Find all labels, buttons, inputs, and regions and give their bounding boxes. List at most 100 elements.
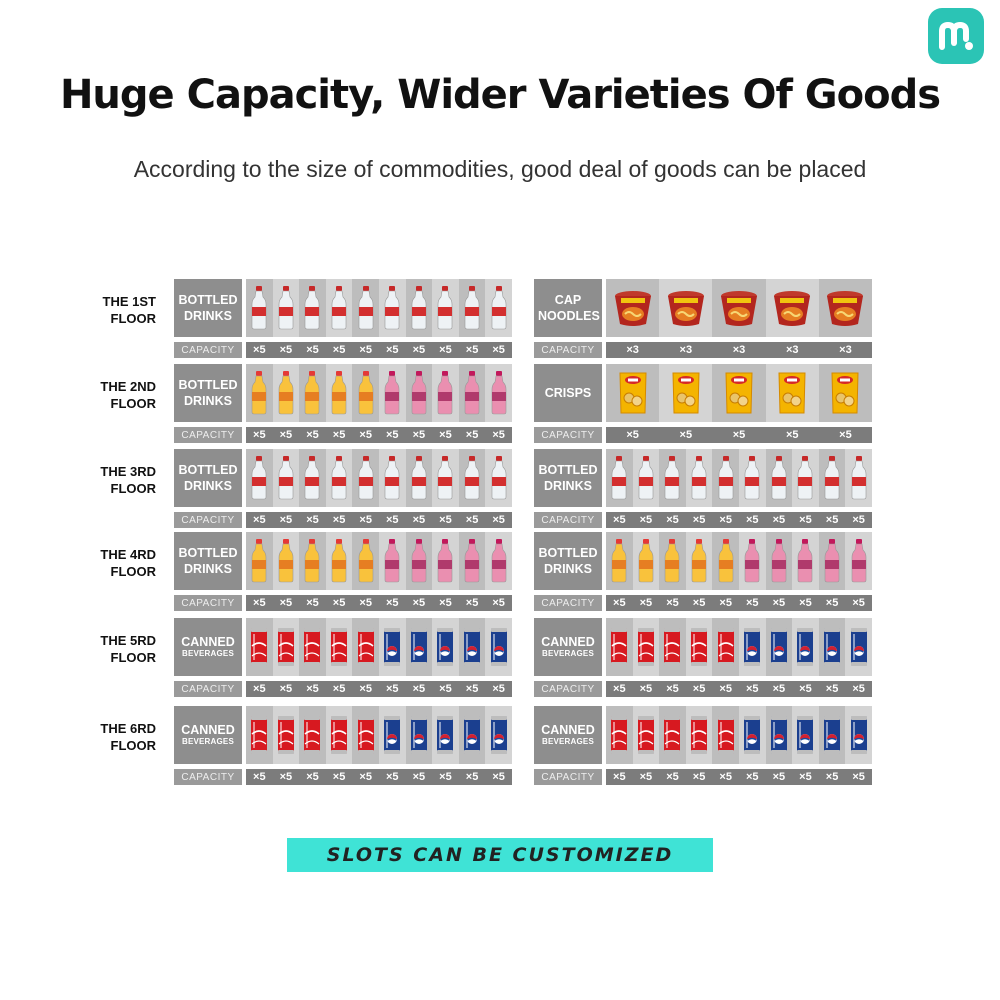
- chips-icon: [777, 370, 807, 416]
- capacity-bar: ×5 ×5 ×5 ×5 ×5 ×5 ×5 ×5 ×5 ×5: [606, 681, 872, 697]
- pink-icon: [384, 371, 400, 415]
- capacity-label: CAPACITY: [174, 427, 242, 443]
- orange-icon: [251, 371, 267, 415]
- chips-icon: [618, 370, 648, 416]
- product-slot: [712, 364, 766, 422]
- capacity-value: ×5: [332, 597, 346, 609]
- product-slot: [765, 706, 793, 764]
- capacity-value: ×5: [253, 344, 266, 356]
- category-label: BOTTLED DRINKS: [534, 449, 602, 507]
- product-slot: [378, 706, 406, 764]
- pepsi-icon: [410, 714, 428, 756]
- capacity-value: ×5: [439, 683, 452, 695]
- coke-icon: [637, 626, 655, 668]
- product-slot: [272, 449, 300, 507]
- product-slot: [765, 532, 793, 590]
- product-slot: [325, 706, 353, 764]
- pink-icon: [851, 539, 867, 583]
- capacity-value: ×5: [385, 597, 399, 609]
- capacity-value: ×5: [359, 429, 372, 441]
- capacity-value: ×5: [719, 683, 732, 695]
- pink-icon: [797, 539, 813, 583]
- category-label: CANNED BEVERAGES: [534, 706, 602, 764]
- product-slot: [606, 279, 660, 337]
- capacity-value: ×5: [839, 429, 852, 441]
- capacity-value: ×5: [666, 514, 679, 526]
- capacity-value: ×5: [852, 683, 865, 695]
- category-subname: BEVERAGES: [181, 648, 235, 658]
- capacity-value: ×5: [799, 771, 812, 783]
- capacity-value: ×5: [785, 429, 799, 441]
- capacity-value: ×5: [306, 683, 319, 695]
- product-slot: [712, 618, 739, 676]
- product-slot: [632, 449, 660, 507]
- capacity-value: ×5: [412, 683, 426, 695]
- water-icon: [437, 286, 453, 330]
- product-slot: [272, 279, 300, 337]
- capacity-value: ×5: [692, 771, 706, 783]
- capacity-value: ×5: [279, 771, 293, 783]
- product-slot: [818, 279, 873, 337]
- capacity-value: ×5: [852, 771, 865, 783]
- product-slot: [632, 532, 660, 590]
- capacity-value: ×5: [852, 597, 865, 609]
- capacity-value: ×5: [639, 597, 653, 609]
- noodle-icon: [666, 288, 706, 328]
- capacity-value: ×5: [279, 597, 293, 609]
- product-slot: [405, 532, 433, 590]
- product-slot: [818, 706, 846, 764]
- shelf-row: [606, 364, 873, 422]
- capacity-value: ×5: [385, 771, 399, 783]
- orange-icon: [304, 371, 320, 415]
- water-icon: [824, 456, 840, 500]
- category-name: CANNED: [541, 634, 595, 649]
- product-slot: [632, 706, 660, 764]
- capacity-value: ×5: [492, 771, 505, 783]
- capacity-value: ×5: [745, 683, 759, 695]
- product-slot: [712, 449, 739, 507]
- product-slot: [606, 618, 633, 676]
- water-icon: [491, 456, 507, 500]
- capacity-value: ×5: [385, 344, 399, 356]
- product-slot: [352, 449, 379, 507]
- product-slot: [405, 706, 433, 764]
- capacity-value: ×5: [306, 429, 319, 441]
- product-slot: [352, 532, 379, 590]
- capacity-value: ×5: [306, 597, 319, 609]
- chips-icon: [830, 370, 860, 416]
- capacity-value: ×5: [306, 514, 319, 526]
- capacity-value: ×5: [465, 683, 479, 695]
- floor-label: THE 5RD FLOOR: [100, 633, 156, 665]
- capacity-value: ×3: [679, 344, 693, 356]
- product-slot: [272, 706, 300, 764]
- pink-icon: [491, 539, 507, 583]
- product-slot: [606, 532, 633, 590]
- water-icon: [411, 456, 427, 500]
- product-slot: [432, 279, 459, 337]
- floor-label: THE 6RD FLOOR: [100, 721, 156, 753]
- pink-icon: [464, 539, 480, 583]
- capacity-value: ×5: [465, 344, 479, 356]
- page-title: Huge Capacity, Wider Varieties Of Goods: [59, 72, 941, 118]
- category-subname: BEVERAGES: [181, 736, 235, 746]
- water-icon: [331, 456, 347, 500]
- product-slot: [352, 618, 379, 676]
- water-icon: [278, 456, 294, 500]
- category-subname: BEVERAGES: [541, 648, 595, 658]
- capacity-label: CAPACITY: [174, 595, 242, 611]
- category-label: BOTTLED DRINKS: [534, 532, 602, 590]
- pink-icon: [384, 539, 400, 583]
- pepsi-icon: [850, 714, 868, 756]
- capacity-value: ×5: [799, 683, 812, 695]
- pepsi-icon: [463, 714, 481, 756]
- coke-icon: [637, 714, 655, 756]
- capacity-value: ×5: [666, 597, 679, 609]
- capacity-value: ×5: [613, 683, 626, 695]
- capacity-value: ×5: [465, 429, 479, 441]
- product-slot: [818, 364, 873, 422]
- product-slot: [712, 532, 739, 590]
- category-name: CANNED: [181, 634, 235, 649]
- capacity-value: ×5: [412, 429, 426, 441]
- chips-icon: [671, 370, 701, 416]
- capacity-bar: ×5 ×5 ×5 ×5 ×5 ×5 ×5 ×5 ×5 ×5: [246, 427, 512, 443]
